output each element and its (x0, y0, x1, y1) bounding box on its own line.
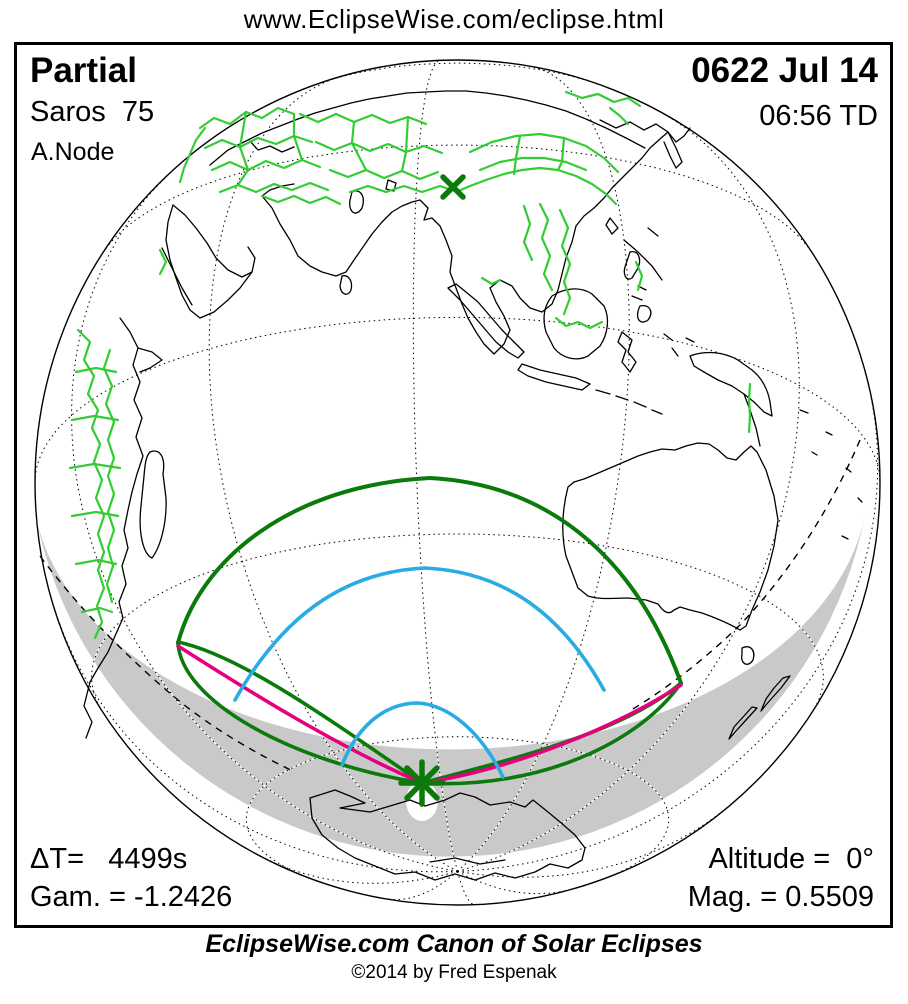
sub-solar-x-marker (440, 174, 466, 200)
country-borders (68, 90, 752, 640)
magnitude-curve-inner (340, 701, 505, 779)
eclipse-type-label: Partial (30, 51, 137, 90)
date-label: 0622 Jul 14 (691, 51, 878, 90)
altitude-label: Altitude = 0° (708, 843, 874, 875)
magnitude-label: Mag. = 0.5509 (687, 881, 874, 913)
footer-title: EclipseWise.com Canon of Solar Eclipses (205, 930, 703, 958)
penumbra-outer-limit-curve (176, 475, 683, 685)
eclipse-curves (176, 475, 683, 786)
greatest-eclipse-marker (398, 759, 446, 807)
time-label: 06:56 TD (759, 100, 878, 132)
saros-label: Saros 75 (30, 96, 155, 128)
node-label: A.Node (31, 138, 115, 166)
night-shading (36, 515, 865, 857)
gamma-label: Gam. = -1.2426 (30, 881, 233, 913)
rise-set-curve-lower-east (420, 681, 683, 786)
coastlines (83, 90, 863, 881)
map-frame: Partial Saros 75 A.Node 0622 Jul 14 06:5… (14, 42, 893, 928)
dashed-limit-arcs (39, 439, 861, 773)
magnitude-curve-outer (233, 566, 606, 702)
footer-copyright: ©2014 by Fred Espenak (351, 962, 557, 983)
page-url-header: www.EclipseWise.com/eclipse.html (243, 4, 665, 34)
rise-set-curve-upper-west (176, 640, 424, 785)
graticule (34, 59, 881, 906)
rise-set-curve-lower-west (176, 640, 424, 785)
delta-t-label: ΔT= 4499s (30, 843, 188, 875)
eclipse-globe-map (34, 59, 881, 906)
